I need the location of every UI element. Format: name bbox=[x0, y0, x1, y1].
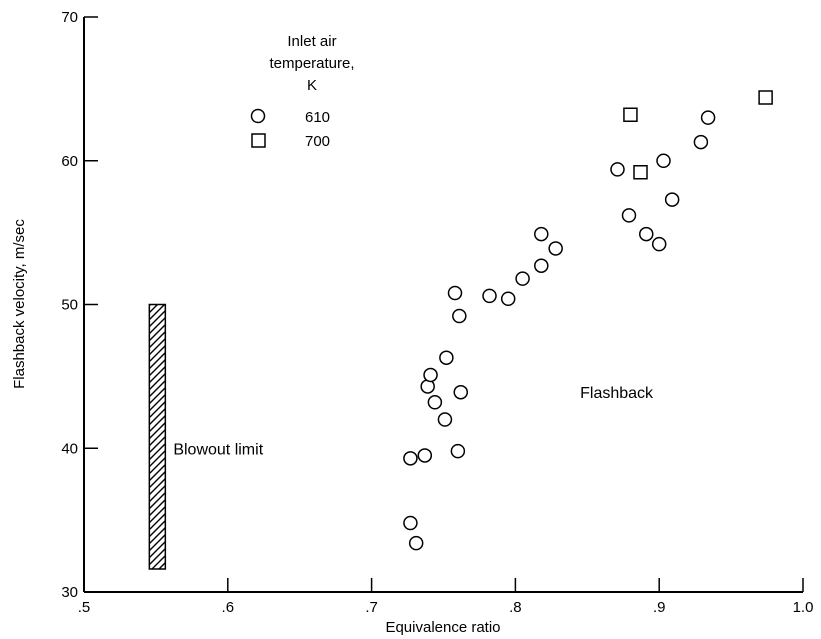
point-610-13 bbox=[482, 288, 497, 304]
point-610-14 bbox=[500, 291, 516, 306]
y-tick-label-30: 30 bbox=[61, 584, 78, 601]
x-tick-label-.8: .8 bbox=[509, 599, 522, 616]
x-tick-label-.9: .9 bbox=[653, 599, 666, 616]
point-700-2 bbox=[758, 90, 773, 105]
point-610-8 bbox=[439, 350, 454, 365]
legend-title-line-3: K bbox=[307, 77, 317, 94]
y-tick-label-50: 50 bbox=[61, 297, 78, 314]
point-610-16 bbox=[534, 258, 549, 273]
point-700-1 bbox=[633, 165, 648, 180]
point-610-17 bbox=[534, 226, 549, 242]
y-axis-title: Flashback velocity, m/sec bbox=[11, 219, 28, 389]
point-610-18 bbox=[548, 241, 563, 256]
point-610-1 bbox=[408, 535, 424, 551]
point-610-6 bbox=[427, 395, 443, 410]
point-610-12 bbox=[453, 384, 469, 400]
point-610-2 bbox=[403, 451, 418, 466]
y-tick-label-70: 70 bbox=[61, 9, 78, 26]
x-axis-title: Equivalence ratio bbox=[385, 619, 500, 636]
x-axis-ticks: .5 .6 .7 .8 .9 1.0 bbox=[78, 578, 814, 616]
x-tick-label-.6: .6 bbox=[222, 599, 235, 616]
point-610-9 bbox=[447, 285, 463, 301]
point-610-19 bbox=[610, 162, 625, 177]
point-700-0 bbox=[623, 107, 638, 122]
point-610-26 bbox=[700, 110, 716, 125]
legend-label-700: 700 bbox=[305, 133, 330, 150]
point-610-0 bbox=[403, 515, 418, 531]
legend-title-line-1: Inlet air bbox=[287, 33, 336, 50]
point-610-24 bbox=[664, 192, 680, 207]
legend-square-marker bbox=[251, 133, 266, 148]
x-tick-label-.5: .5 bbox=[78, 599, 91, 616]
point-610-20 bbox=[621, 208, 637, 223]
point-610-7 bbox=[437, 412, 453, 427]
point-610-5 bbox=[423, 367, 438, 383]
legend-title-line-2: temperature, bbox=[269, 55, 354, 72]
point-610-25 bbox=[693, 134, 709, 150]
legend-circle-marker bbox=[250, 108, 266, 124]
y-axis-ticks: 30 40 50 60 70 bbox=[61, 9, 98, 601]
blowout-limit-label: Blowout limit bbox=[173, 441, 263, 458]
x-tick-label-.7: .7 bbox=[365, 599, 378, 616]
point-610-21 bbox=[639, 226, 654, 242]
point-610-15 bbox=[515, 271, 530, 286]
data-points bbox=[403, 90, 773, 551]
blowout-limit-hatch bbox=[148, 303, 167, 570]
point-610-11 bbox=[452, 308, 467, 324]
y-tick-label-60: 60 bbox=[61, 153, 78, 170]
point-610-22 bbox=[651, 236, 667, 252]
flashback-region-label: Flashback bbox=[580, 385, 654, 402]
y-tick-label-40: 40 bbox=[61, 440, 78, 457]
x-tick-label-1.0: 1.0 bbox=[793, 599, 814, 616]
point-610-3 bbox=[417, 448, 433, 463]
point-610-10 bbox=[450, 443, 466, 459]
point-610-23 bbox=[656, 153, 671, 168]
legend-label-610: 610 bbox=[305, 109, 330, 126]
legend: Inlet air temperature, K 610 700 bbox=[250, 33, 355, 150]
